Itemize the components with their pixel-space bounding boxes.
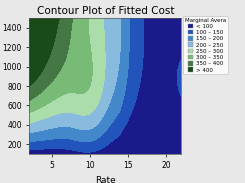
Legend: < 100, 100 – 150, 150 – 200, 200 – 250, 250 – 300, 300 – 350, 350 – 400, > 400: < 100, 100 – 150, 150 – 200, 200 – 250, …	[183, 16, 228, 74]
Title: Contour Plot of Fitted Cost: Contour Plot of Fitted Cost	[37, 6, 174, 16]
X-axis label: Rate: Rate	[95, 176, 116, 183]
